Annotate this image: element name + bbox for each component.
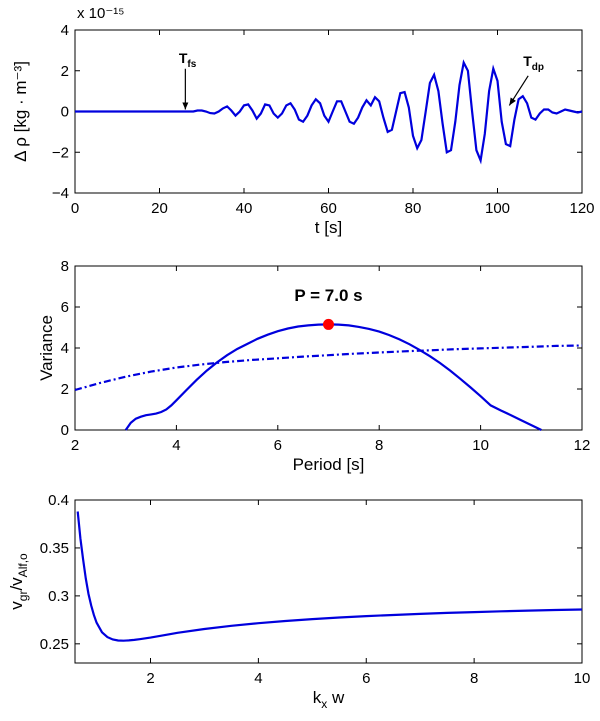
plot-frame [74,499,583,664]
y-tick-label: 0.35 [40,540,69,557]
y-tick-label: 0.25 [40,636,69,653]
x-tick-label: 2 [146,670,154,687]
x-tick-label: 40 [236,200,253,217]
x-tick-label: 120 [569,200,594,217]
annotation-label: Tfs [179,50,197,70]
x-axis-label: Period [s] [293,455,365,474]
x-tick-label: 2 [71,437,79,454]
y-tick-label: 8 [61,258,69,275]
x-tick-label: 8 [375,437,383,454]
x-tick-label: 80 [405,200,422,217]
x-tick-label: 12 [574,437,591,454]
y-tick-label: 0.4 [48,492,69,509]
x-tick-label: 20 [151,200,168,217]
series-line-solid [75,59,583,165]
annotation-arrowhead [182,102,189,110]
x-axis-label: kx w [313,688,345,711]
exponent-label: x 10⁻¹⁵ [77,5,124,22]
chart-group-velocity: 2 4 6 8 10 0.4 0.35 0.3 0.25 kx w vgr/vAlf,o [7,492,590,711]
x-tick-label: 10 [574,670,591,687]
y-tick-label: 2 [61,63,69,80]
y-tick-label: 0 [61,422,69,439]
y-tick-label: 0 [61,104,69,121]
x-tick-label: 0 [71,200,79,217]
x-tick-label: 4 [172,437,180,454]
y-tick-label: 4 [61,22,69,39]
series-line-dashdot [74,344,583,392]
annotation-arrowhead [509,97,516,106]
y-axis-label: Δ ρ [kg · m⁻³] [11,61,30,162]
y-tick-label: 2 [61,381,69,398]
y-tick-label: 4 [61,340,69,357]
x-tick-label: 4 [254,670,262,687]
x-tick-label: 60 [320,200,337,217]
series-line-solid [76,511,583,642]
y-tick-label: −2 [52,144,69,161]
y-axis-label: Variance [37,315,56,381]
x-tick-label: 100 [485,200,510,217]
series-line-solid [124,323,542,431]
y-tick-label: 0.3 [48,588,69,605]
peak-marker [323,318,334,330]
x-tick-label: 6 [274,437,282,454]
x-tick-label: 10 [472,437,489,454]
annotation-label: Tdp [523,53,544,73]
y-axis-label: vgr/vAlf,o [7,553,30,610]
x-axis-label: t [s] [315,218,342,237]
y-tick-label: 6 [61,299,69,316]
x-tick-label: 8 [470,670,478,687]
annotation-label: P = 7.0 s [294,286,362,305]
y-tick-label: −4 [52,185,69,202]
x-tick-label: 6 [362,670,370,687]
